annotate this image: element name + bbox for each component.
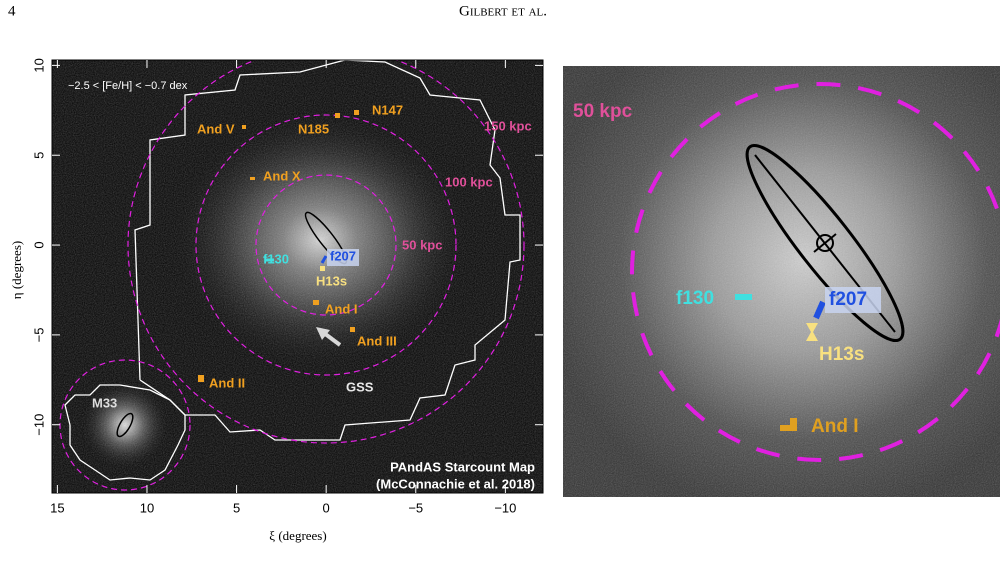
object-label: N185 xyxy=(298,121,329,136)
running-title: Gilbert et al. xyxy=(459,3,547,19)
left-labels: N147 N185 And V 150 kpc And X 100 kpc 50 kpc f1… xyxy=(92,102,532,410)
x-tick-label: −10 xyxy=(494,500,516,515)
object-label: 50 kpc xyxy=(402,237,442,252)
y-tick-label: 0 xyxy=(31,241,46,248)
object-label: H13s xyxy=(316,273,347,288)
object-label: GSS xyxy=(346,379,374,394)
object-label: And III xyxy=(357,333,397,348)
object-label: M33 xyxy=(92,395,117,410)
object-label: 100 kpc xyxy=(445,174,493,189)
y-tick-label: −10 xyxy=(31,414,46,436)
y-tick-label: 10 xyxy=(31,58,46,72)
y-tick-label: 5 xyxy=(31,152,46,159)
y-tick-label: −5 xyxy=(31,327,46,342)
right-labels: 50 kpc f130 f207 H13s And I xyxy=(573,101,867,437)
object-label: And II xyxy=(209,375,245,390)
object-label: And V xyxy=(197,121,235,136)
starcount-map xyxy=(52,60,543,493)
x-tick-label: 5 xyxy=(233,500,240,515)
object-label: f130 xyxy=(263,251,289,266)
x-tick-label: 10 xyxy=(140,500,154,515)
object-label: f207 xyxy=(829,289,867,310)
x-axis-label: ξ (degrees) xyxy=(269,528,326,543)
x-tick-label: 0 xyxy=(323,500,330,515)
zoom-map xyxy=(563,66,1000,497)
page-number: 4 xyxy=(8,3,16,19)
y-axis-label: η (degrees) xyxy=(9,241,24,299)
metallicity-cut: −2.5 < [Fe/H] < −0.7 dex xyxy=(68,80,188,92)
object-label: And I xyxy=(811,416,859,437)
object-label: And I xyxy=(325,301,358,316)
map-title: PAndAS Starcount Map xyxy=(390,459,535,474)
plot-frame xyxy=(51,59,544,494)
x-tick-label: −5 xyxy=(408,500,423,515)
object-label: H13s xyxy=(819,344,864,365)
object-label: And X xyxy=(263,168,301,183)
x-tick-label: 15 xyxy=(50,500,64,515)
object-label: f207 xyxy=(330,248,356,263)
object-label: f130 xyxy=(676,288,714,309)
object-label: N147 xyxy=(372,102,403,117)
map-credit: (McConnachie et al. 2018) xyxy=(376,476,535,491)
object-label: 150 kpc xyxy=(484,118,532,133)
object-label: 50 kpc xyxy=(573,101,633,122)
